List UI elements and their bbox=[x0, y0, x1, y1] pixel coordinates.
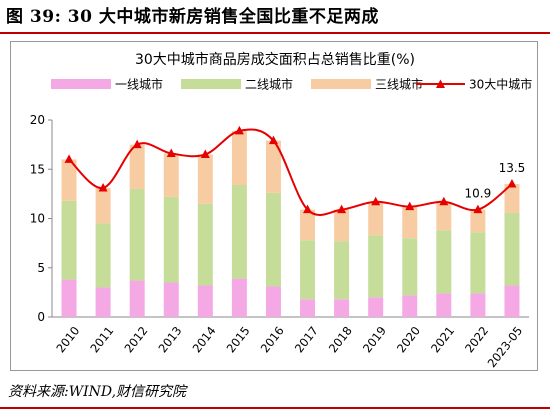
x-tick-label-2016: 2016 bbox=[258, 324, 287, 356]
line-marker-2021 bbox=[439, 196, 449, 206]
bar-tier1-2020 bbox=[402, 295, 418, 317]
x-tick-label-2015: 2015 bbox=[224, 324, 253, 356]
bar-tier3-2013 bbox=[163, 153, 179, 197]
y-tick-label: 20 bbox=[30, 113, 45, 127]
x-tick-label-2021: 2021 bbox=[428, 324, 457, 356]
x-tick-label-2013: 2013 bbox=[155, 324, 184, 356]
bar-tier3-2014 bbox=[197, 154, 213, 204]
bar-tier2-2022 bbox=[470, 232, 486, 294]
bar-tier2-2019 bbox=[368, 235, 384, 298]
chart-container: 30大中城市商品房成交面积占总销售比重(%) 一线城市 二线城市 三线城市 30大中城市… bbox=[10, 41, 538, 371]
x-tick-label-2023-05: 2023-05 bbox=[485, 324, 526, 370]
bar-tier2-2017 bbox=[300, 240, 316, 300]
x-tick-label-2019: 2019 bbox=[360, 324, 389, 356]
line-marker-2023-05 bbox=[507, 179, 517, 188]
bar-tier3-2021 bbox=[436, 201, 452, 231]
bottom-rule bbox=[0, 407, 550, 409]
source-note: 资料来源:WIND,财信研究院 bbox=[8, 384, 187, 400]
bar-tier1-2013 bbox=[163, 282, 179, 317]
bar-tier1-2022 bbox=[470, 293, 486, 317]
legend-swatch-2 bbox=[181, 79, 241, 89]
bar-tier2-2013 bbox=[163, 196, 179, 283]
line-marker-2013 bbox=[166, 148, 176, 157]
bar-tier1-2023-05 bbox=[504, 285, 520, 317]
legend-swatch-1 bbox=[51, 79, 111, 89]
bar-tier3-2020 bbox=[402, 206, 418, 239]
bar-tier1-2015 bbox=[231, 278, 247, 317]
line-marker-2012 bbox=[132, 139, 142, 149]
chart-title: 30大中城市商品房成交面积占总销售比重(%) bbox=[135, 51, 415, 68]
bar-tier1-2012 bbox=[129, 280, 145, 317]
bar-tier2-2023-05 bbox=[504, 212, 520, 286]
line-marker-2016 bbox=[268, 135, 278, 145]
x-tick-label-2022: 2022 bbox=[462, 324, 491, 356]
legend-label-1: 一线城市 bbox=[115, 77, 163, 92]
bar-tier1-2010 bbox=[61, 279, 77, 317]
line-marker-2022 bbox=[473, 204, 483, 214]
data-label-2023-05: 13.5 bbox=[499, 161, 526, 175]
bar-tier1-2019 bbox=[368, 297, 384, 317]
line-marker-2020 bbox=[405, 201, 415, 211]
bar-tier3-2016 bbox=[265, 140, 281, 193]
y-tick-label: 15 bbox=[30, 162, 45, 176]
line-marker-2018 bbox=[337, 204, 347, 214]
bar-tier2-2018 bbox=[334, 241, 350, 300]
figure-title: 图 39: 30 大中城市新房销售全国比重不足两成 bbox=[6, 7, 379, 27]
bar-tier2-2010 bbox=[61, 200, 77, 280]
bar-tier3-2017 bbox=[300, 209, 316, 241]
bar-tier1-2017 bbox=[300, 299, 316, 317]
bar-tier1-2018 bbox=[334, 299, 350, 317]
bar-tier2-2020 bbox=[402, 238, 418, 296]
y-tick-label: 0 bbox=[37, 310, 45, 324]
bar-tier1-2011 bbox=[95, 287, 111, 317]
line-marker-2019 bbox=[371, 196, 381, 206]
bar-tier3-2011 bbox=[95, 187, 111, 224]
data-label-2022: 10.9 bbox=[465, 187, 492, 201]
bar-tier2-2016 bbox=[265, 192, 281, 287]
y-tick-label: 10 bbox=[30, 212, 45, 226]
x-tick-label-2012: 2012 bbox=[121, 324, 150, 356]
bar-tier2-2011 bbox=[95, 223, 111, 288]
bar-tier2-2021 bbox=[436, 230, 452, 294]
bar-tier3-2019 bbox=[368, 201, 384, 236]
bar-tier3-2022 bbox=[470, 209, 486, 233]
bar-tier1-2016 bbox=[265, 286, 281, 317]
x-tick-label-2014: 2014 bbox=[190, 324, 219, 356]
y-tick-label: 5 bbox=[37, 261, 45, 275]
legend-label-3: 三线城市 bbox=[375, 77, 423, 92]
bar-tier2-2014 bbox=[197, 203, 213, 286]
bar-tier3-2018 bbox=[334, 209, 350, 242]
stacked-bar-line-chart: 30大中城市商品房成交面积占总销售比重(%) 一线城市 二线城市 三线城市 30大中城市… bbox=[30, 51, 533, 370]
bar-tier3-2010 bbox=[61, 159, 77, 201]
line-marker-2010 bbox=[64, 154, 74, 163]
line-marker-2017 bbox=[303, 204, 313, 214]
bar-tier3-2023-05 bbox=[504, 184, 520, 213]
legend-swatch-3 bbox=[311, 79, 371, 89]
bar-tier1-2014 bbox=[197, 285, 213, 317]
bar-tier3-2012 bbox=[129, 144, 145, 189]
bar-tier3-2015 bbox=[231, 130, 247, 186]
bar-tier2-2015 bbox=[231, 185, 247, 279]
x-tick-label-2017: 2017 bbox=[292, 324, 321, 356]
x-tick-label-2010: 2010 bbox=[53, 324, 82, 356]
legend-triangle-marker bbox=[436, 79, 445, 88]
line-marker-2014 bbox=[200, 149, 210, 158]
x-tick-label-2011: 2011 bbox=[87, 324, 116, 356]
bar-tier2-2012 bbox=[129, 188, 145, 281]
legend-label-line: 30大中城市 bbox=[469, 77, 532, 92]
legend-label-2: 二线城市 bbox=[245, 77, 293, 92]
x-tick-label-2020: 2020 bbox=[394, 324, 423, 356]
line-marker-2015 bbox=[234, 125, 244, 135]
title-rule bbox=[0, 32, 550, 34]
line-marker-2011 bbox=[98, 182, 108, 192]
bar-tier1-2021 bbox=[436, 293, 452, 317]
x-tick-label-2018: 2018 bbox=[326, 324, 355, 356]
line-30-cities bbox=[68, 128, 513, 217]
